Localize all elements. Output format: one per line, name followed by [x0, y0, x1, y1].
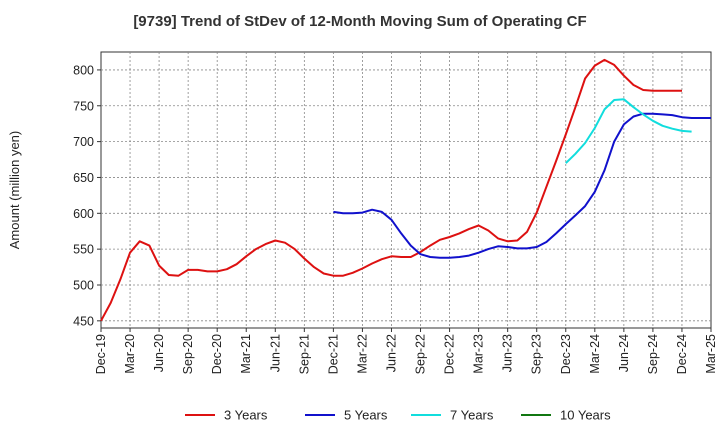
y-tick-label: 650 — [73, 171, 94, 185]
x-tick-label: Sep-22 — [414, 334, 428, 374]
x-tick-label: Mar-20 — [123, 334, 137, 374]
x-tick-label: Mar-21 — [239, 334, 253, 374]
series-line-3-years — [100, 58, 682, 322]
legend-label: 3 Years — [224, 408, 268, 423]
x-tick-label: Jun-22 — [384, 334, 398, 372]
x-tick-label: Jun-20 — [152, 334, 166, 372]
x-tick-label: Jun-23 — [501, 334, 515, 372]
x-tick-label: Sep-23 — [530, 334, 544, 374]
y-tick-label: 750 — [73, 99, 94, 113]
chart-title: [9739] Trend of StDev of 12-Month Moving… — [133, 13, 587, 30]
x-tick-label: Dec-21 — [326, 334, 340, 374]
x-tick-label: Dec-22 — [443, 334, 457, 374]
y-tick-label: 800 — [73, 63, 94, 77]
x-tick-label: Mar-22 — [355, 334, 369, 374]
x-tick-label: Sep-20 — [181, 334, 195, 374]
y-tick-label: 500 — [73, 278, 94, 292]
x-tick-label: Mar-23 — [472, 334, 486, 374]
x-tick-label: Dec-19 — [94, 334, 108, 374]
y-tick-label: 600 — [73, 207, 94, 221]
x-tick-label: Sep-24 — [646, 334, 660, 374]
y-tick-label: 450 — [73, 314, 94, 328]
x-tick-label: Mar-25 — [704, 334, 718, 374]
x-tick-label: Dec-24 — [675, 334, 689, 374]
series-line-7-years — [565, 98, 692, 164]
y-tick-label: 700 — [73, 135, 94, 149]
legend-label: 5 Years — [344, 408, 388, 423]
x-tick-label: Jun-21 — [268, 334, 282, 372]
x-tick-label: Mar-24 — [588, 334, 602, 374]
x-tick-label: Jun-24 — [617, 334, 631, 372]
legend-label: 7 Years — [450, 408, 494, 423]
series-line-5-years — [333, 112, 711, 259]
y-axis-label: Amount (million yen) — [7, 131, 22, 250]
x-tick-label: Sep-21 — [297, 334, 311, 374]
x-tick-label: Dec-23 — [559, 334, 573, 374]
legend-label: 10 Years — [560, 408, 611, 423]
plot-area — [100, 51, 712, 329]
y-tick-label: 550 — [73, 243, 94, 257]
x-tick-label: Dec-20 — [210, 334, 224, 374]
